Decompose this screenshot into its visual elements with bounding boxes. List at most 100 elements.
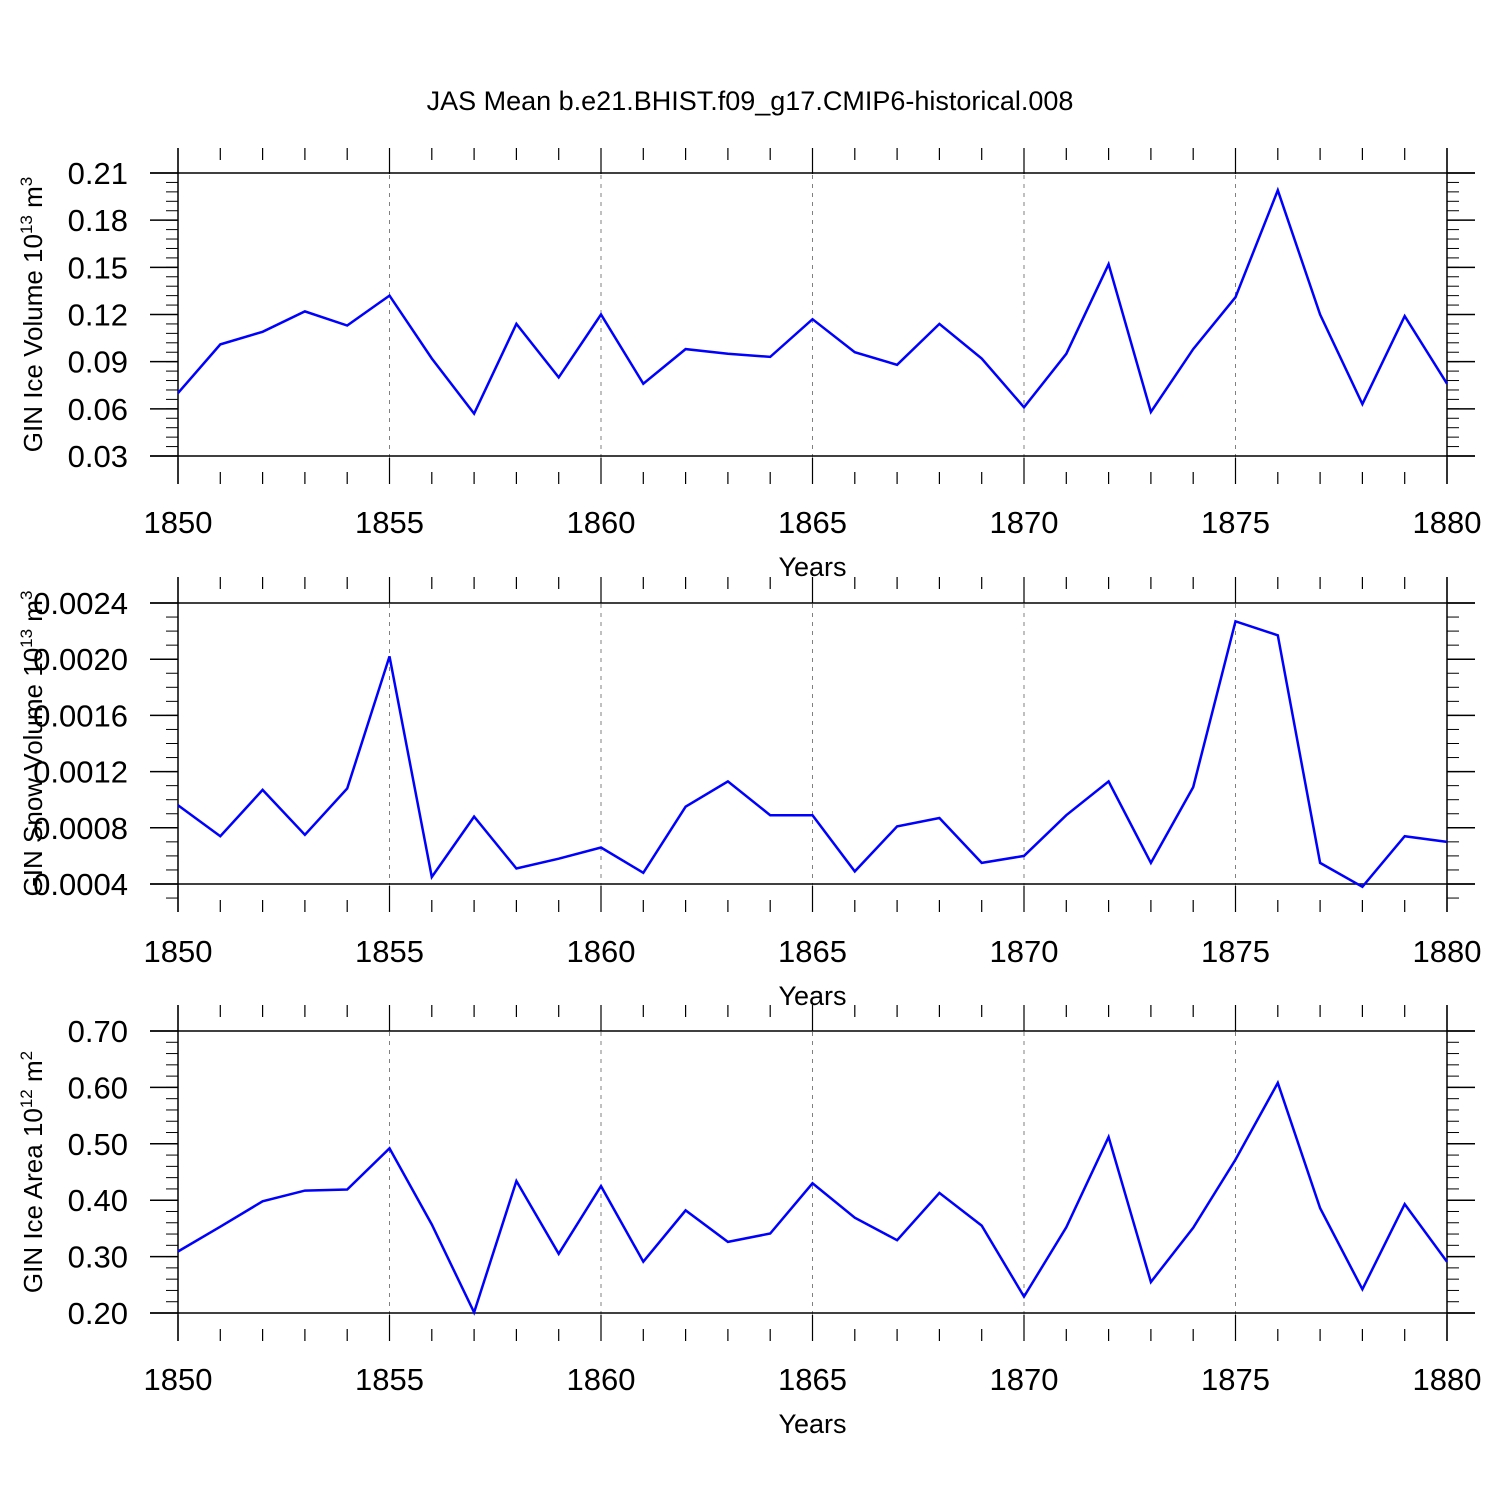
y-tick-label-3: 0.0016 xyxy=(33,698,128,733)
y-tick-label-4: 0.0020 xyxy=(33,642,128,677)
data-point-1870 xyxy=(1022,405,1026,409)
y-tick-label-0: 0.20 xyxy=(68,1296,128,1331)
data-point-1861 xyxy=(641,1260,645,1264)
y-axis-title: GIN Ice Volume 1013 m3 xyxy=(17,177,48,453)
x-tick-label-1850: 1850 xyxy=(144,505,213,540)
data-point-1852 xyxy=(261,788,265,792)
series-line xyxy=(177,1079,1449,1316)
data-point-1869 xyxy=(980,1224,984,1228)
panel-3: 0.20 0.30 0.40 0.50 0.60 0.70 1850 1855 1860 1865… xyxy=(17,1005,1481,1439)
data-point-1858 xyxy=(514,322,518,326)
data-point-1874 xyxy=(1191,785,1195,789)
y-axis-title: GIN Snow Volume 1013 m3 xyxy=(17,591,48,897)
x-tick-label-1880: 1880 xyxy=(1413,934,1482,969)
data-point-1854 xyxy=(345,1187,349,1191)
data-point-1872 xyxy=(1107,779,1111,783)
data-point-1878 xyxy=(1360,885,1364,889)
data-point-1858 xyxy=(514,867,518,871)
data-point-1864 xyxy=(768,813,772,817)
x-tick-label-1870: 1870 xyxy=(990,505,1059,540)
data-point-1876 xyxy=(1276,188,1280,192)
y-tick-label-3: 0.50 xyxy=(68,1127,128,1162)
y-tick-label-2: 0.40 xyxy=(68,1183,128,1218)
y-tick-label-1: 0.06 xyxy=(68,392,128,427)
data-point-1874 xyxy=(1191,1226,1195,1230)
data-point-1875 xyxy=(1234,619,1238,623)
data-point-1860 xyxy=(599,845,603,849)
data-point-1878 xyxy=(1360,402,1364,406)
data-point-1862 xyxy=(684,347,688,351)
data-point-1853 xyxy=(303,1189,307,1193)
data-point-1873 xyxy=(1149,861,1153,865)
data-point-1872 xyxy=(1107,262,1111,266)
x-tick-label-1875: 1875 xyxy=(1201,934,1270,969)
x-tick-label-1855: 1855 xyxy=(355,934,424,969)
data-point-1874 xyxy=(1191,347,1195,351)
y-tick-label-3: 0.12 xyxy=(68,298,128,333)
data-point-1879 xyxy=(1403,314,1407,318)
x-tick-label-1850: 1850 xyxy=(144,934,213,969)
y-tick-label-5: 0.18 xyxy=(68,203,128,238)
data-point-1879 xyxy=(1403,834,1407,838)
data-point-1863 xyxy=(726,1240,730,1244)
data-point-1871 xyxy=(1064,352,1068,356)
data-point-1852 xyxy=(261,330,265,334)
data-point-1877 xyxy=(1318,861,1322,865)
x-tick-label-1865: 1865 xyxy=(778,1362,847,1397)
data-point-1879 xyxy=(1403,1202,1407,1206)
data-point-1865 xyxy=(811,1181,815,1185)
x-tick-label-1880: 1880 xyxy=(1413,505,1482,540)
data-point-1850 xyxy=(176,1250,180,1254)
x-tick-label-1865: 1865 xyxy=(778,934,847,969)
x-tick-label-1850: 1850 xyxy=(144,1362,213,1397)
data-point-1854 xyxy=(345,786,349,790)
y-tick-label-2: 0.0012 xyxy=(33,755,128,790)
data-point-1877 xyxy=(1318,313,1322,317)
data-point-1858 xyxy=(514,1179,518,1183)
data-point-1866 xyxy=(853,869,857,873)
data-point-1859 xyxy=(557,375,561,379)
data-point-1853 xyxy=(303,833,307,837)
data-point-1864 xyxy=(768,1231,772,1235)
data-point-1878 xyxy=(1360,1287,1364,1291)
data-point-1868 xyxy=(937,816,941,820)
data-point-1856 xyxy=(430,357,434,361)
data-point-1868 xyxy=(937,1191,941,1195)
data-point-1854 xyxy=(345,324,349,328)
x-tick-label-1870: 1870 xyxy=(990,934,1059,969)
x-tick-label-1875: 1875 xyxy=(1201,1362,1270,1397)
data-point-1880 xyxy=(1445,382,1449,386)
data-point-1852 xyxy=(261,1199,265,1203)
y-axis-title: GIN Ice Area 1012 m2 xyxy=(17,1051,48,1293)
data-point-1866 xyxy=(853,350,857,354)
data-point-1851 xyxy=(218,1225,222,1229)
data-point-1853 xyxy=(303,309,307,313)
data-point-1876 xyxy=(1276,633,1280,637)
series-line xyxy=(177,619,1448,889)
x-tick-label-1860: 1860 xyxy=(567,1362,636,1397)
data-point-1861 xyxy=(641,382,645,386)
x-tick-label-1875: 1875 xyxy=(1201,505,1270,540)
data-point-1869 xyxy=(980,357,984,361)
y-tick-label-6: 0.21 xyxy=(68,156,128,191)
data-point-1860 xyxy=(599,1184,603,1188)
data-point-1861 xyxy=(641,871,645,875)
data-point-1855 xyxy=(388,294,392,298)
data-point-1862 xyxy=(684,1208,688,1212)
data-point-1877 xyxy=(1318,1206,1322,1210)
data-point-1851 xyxy=(218,342,222,346)
chart-title: JAS Mean b.e21.BHIST.f09_g17.CMIP6-histo… xyxy=(427,86,1074,116)
data-point-1864 xyxy=(768,355,772,359)
data-point-1850 xyxy=(176,391,180,395)
data-point-1862 xyxy=(684,805,688,809)
data-point-1880 xyxy=(1445,1260,1449,1264)
data-point-1850 xyxy=(176,803,180,807)
data-point-1867 xyxy=(895,824,899,828)
data-point-1851 xyxy=(218,834,222,838)
data-point-1855 xyxy=(388,654,392,658)
data-point-1875 xyxy=(1234,295,1238,299)
x-tick-label-1855: 1855 xyxy=(355,505,424,540)
data-point-1863 xyxy=(726,779,730,783)
x-tick-label-1860: 1860 xyxy=(567,934,636,969)
